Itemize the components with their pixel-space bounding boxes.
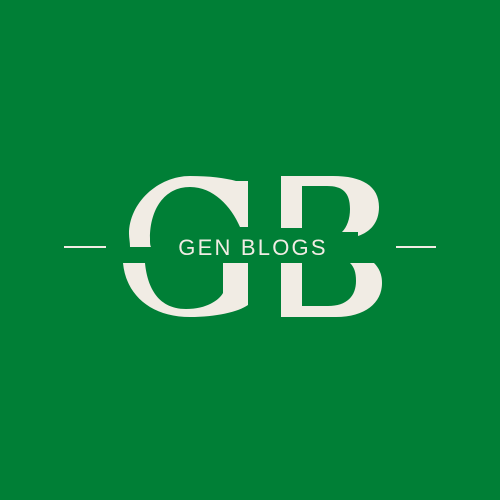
divider-right [396, 246, 436, 248]
letter-b [281, 176, 379, 236]
divider-left [64, 246, 106, 248]
letter-b-lower [281, 263, 382, 317]
letter-g [129, 176, 248, 247]
letter-g-lower [123, 263, 248, 317]
brand-name: GEN BLOGS [178, 235, 328, 260]
